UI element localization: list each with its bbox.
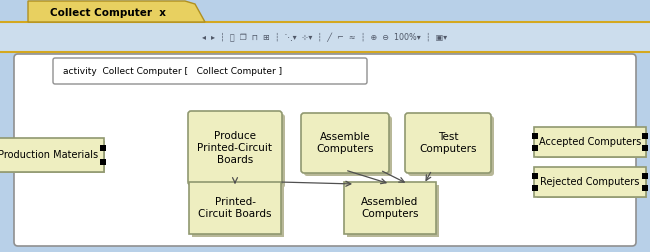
Text: Test
Computers: Test Computers xyxy=(419,132,476,154)
FancyBboxPatch shape xyxy=(0,138,104,172)
FancyBboxPatch shape xyxy=(304,116,392,176)
Bar xyxy=(642,133,648,139)
FancyBboxPatch shape xyxy=(344,182,436,234)
Text: Accepted Computers: Accepted Computers xyxy=(539,137,641,147)
FancyBboxPatch shape xyxy=(14,54,636,246)
FancyBboxPatch shape xyxy=(408,116,494,176)
Text: Production Materials: Production Materials xyxy=(0,150,98,160)
Bar xyxy=(642,145,648,151)
Bar xyxy=(100,145,106,151)
FancyBboxPatch shape xyxy=(347,185,439,237)
Text: Printed-
Circuit Boards: Printed- Circuit Boards xyxy=(198,197,272,219)
FancyBboxPatch shape xyxy=(53,58,367,84)
FancyBboxPatch shape xyxy=(534,167,646,197)
Text: ◂  ▸  ┆  ⎘  ❐  ⊓  ⊞  ┆  ⋱▾  ⊹▾  ┆  ╱  ⌐  ≈  ┆  ⊕  ⊖  100%▾  ┆  ▣▾: ◂ ▸ ┆ ⎘ ❐ ⊓ ⊞ ┆ ⋱▾ ⊹▾ ┆ ╱ ⌐ ≈ ┆ ⊕ ⊖ 100%… xyxy=(202,32,448,42)
Text: Produce
Printed-Circuit
Boards: Produce Printed-Circuit Boards xyxy=(198,131,272,165)
Bar xyxy=(642,185,648,191)
Bar xyxy=(537,170,647,198)
Text: Rejected Computers: Rejected Computers xyxy=(540,177,640,187)
Bar xyxy=(0,141,105,173)
FancyBboxPatch shape xyxy=(301,113,389,173)
Bar xyxy=(532,145,538,151)
Text: Assemble
Computers: Assemble Computers xyxy=(317,132,374,154)
FancyBboxPatch shape xyxy=(188,111,282,185)
Polygon shape xyxy=(28,1,205,22)
FancyBboxPatch shape xyxy=(189,182,281,234)
Bar xyxy=(532,173,538,179)
Bar xyxy=(537,130,647,158)
FancyBboxPatch shape xyxy=(191,114,285,188)
FancyBboxPatch shape xyxy=(192,185,284,237)
FancyBboxPatch shape xyxy=(534,127,646,157)
Text: Collect Computer  x: Collect Computer x xyxy=(50,8,166,18)
FancyBboxPatch shape xyxy=(405,113,491,173)
Text: activity  Collect Computer [   Collect Computer ]: activity Collect Computer [ Collect Comp… xyxy=(63,67,282,76)
Bar xyxy=(642,173,648,179)
Bar xyxy=(100,159,106,165)
Bar xyxy=(532,133,538,139)
Bar xyxy=(0,22,650,52)
Text: Assembled
Computers: Assembled Computers xyxy=(361,197,419,219)
Bar xyxy=(532,185,538,191)
